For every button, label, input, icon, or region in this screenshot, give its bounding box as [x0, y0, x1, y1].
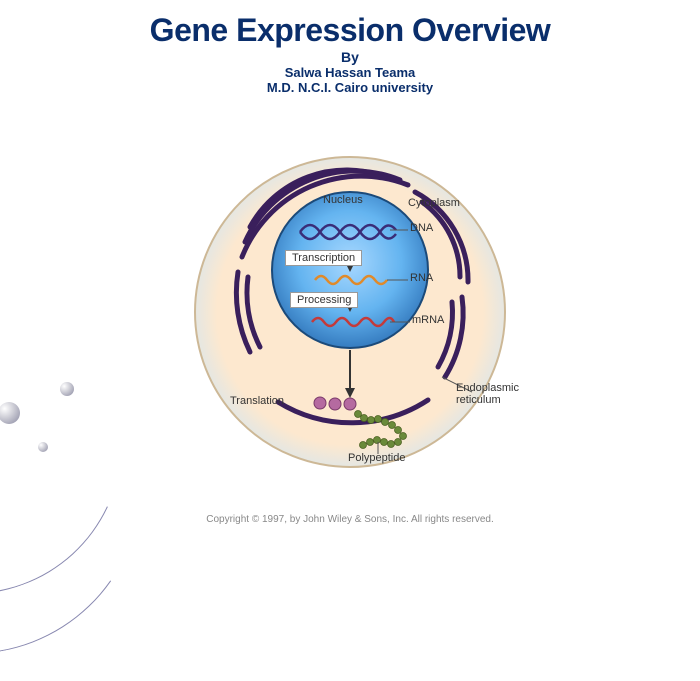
label-rna: RNA	[410, 272, 433, 284]
page-title: Gene Expression Overview	[0, 12, 700, 49]
label-translation: Translation	[230, 395, 284, 407]
ribosomes	[314, 397, 356, 410]
label-mrna: mRNA	[412, 314, 444, 326]
byline-affiliation: M.D. N.C.I. Cairo university	[0, 80, 700, 95]
copyright-text: Copyright © 1997, by John Wiley & Sons, …	[0, 514, 700, 525]
label-dna: DNA	[410, 222, 433, 234]
cell-diagram: Nucleus Cytoplasm DNA RNA mRNA Endoplasm…	[190, 152, 510, 472]
process-transcription: Transcription	[285, 250, 362, 266]
byline-by: By	[0, 49, 700, 65]
label-er: Endoplasmic reticulum	[456, 382, 536, 406]
label-cytoplasm: Cytoplasm	[408, 197, 460, 209]
process-processing: Processing	[290, 292, 358, 308]
label-polypeptide: Polypeptide	[348, 452, 406, 464]
label-nucleus: Nucleus	[323, 194, 363, 206]
byline-author: Salwa Hassan Teama	[0, 65, 700, 80]
